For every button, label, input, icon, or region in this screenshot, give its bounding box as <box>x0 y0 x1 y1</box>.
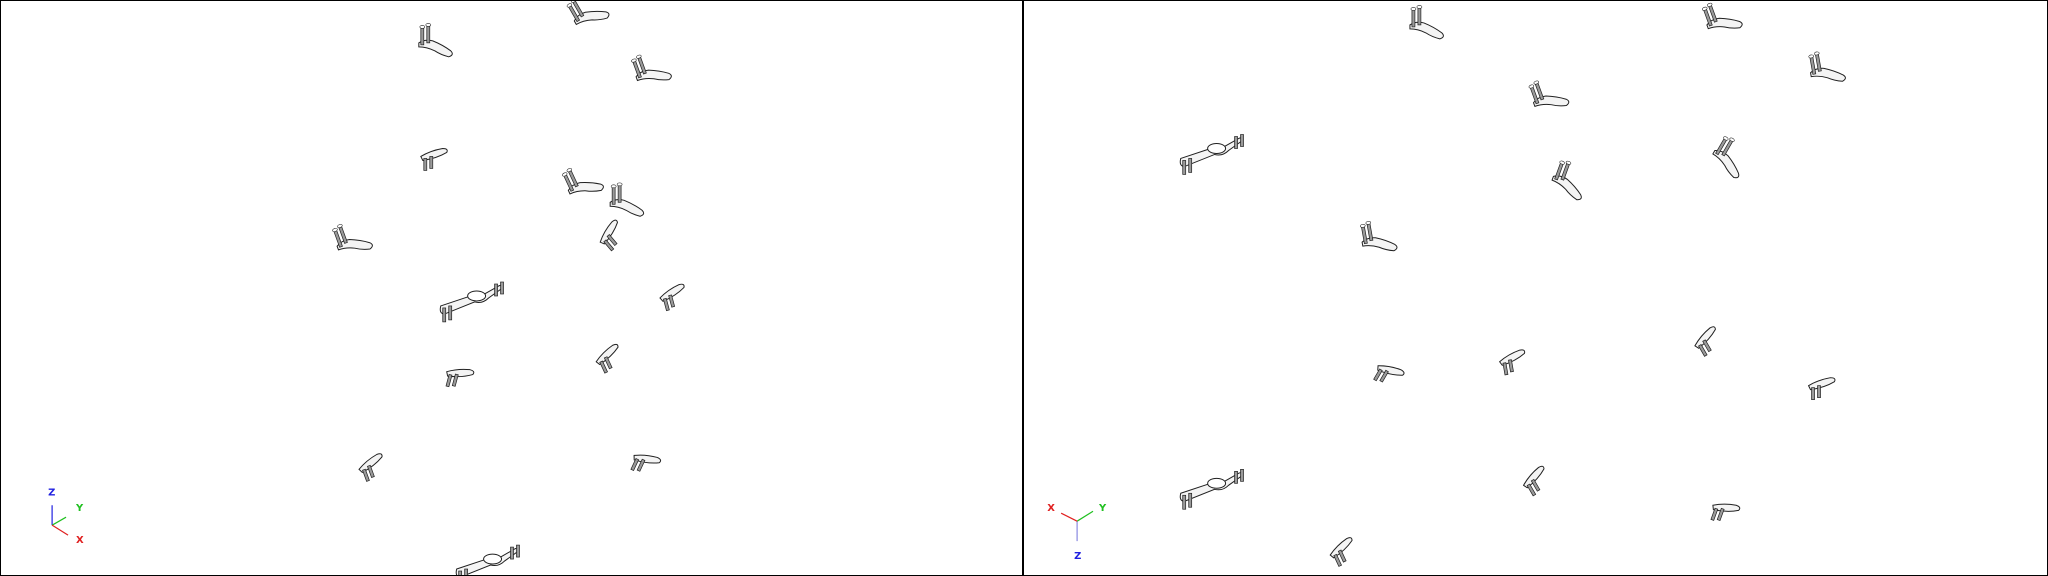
model-scene-right[interactable]: Z Y X <box>1024 1 2047 575</box>
part-model[interactable] <box>1808 377 1836 401</box>
part-model[interactable] <box>418 22 453 58</box>
viewport-right[interactable]: Z Y X <box>1024 1 2047 575</box>
part-model[interactable] <box>1179 468 1245 510</box>
part-model[interactable] <box>1358 216 1398 257</box>
part-model[interactable] <box>594 218 630 254</box>
part-model[interactable] <box>1409 4 1444 40</box>
part-model[interactable] <box>329 215 374 260</box>
part-model[interactable] <box>455 544 520 575</box>
part-model[interactable] <box>559 158 606 204</box>
part-model[interactable] <box>627 447 662 480</box>
x-axis-label: X <box>1047 503 1055 514</box>
part-model[interactable] <box>1326 536 1361 569</box>
z-axis-label: Z <box>1074 551 1081 562</box>
y-axis-label: Y <box>75 503 84 514</box>
part-model[interactable] <box>442 363 475 393</box>
part-model[interactable] <box>1548 157 1593 202</box>
y-axis-line <box>1076 510 1094 522</box>
x-axis-line <box>51 524 69 536</box>
model-scene-left[interactable]: Z Y X <box>1 1 1022 575</box>
part-model[interactable] <box>439 281 505 323</box>
part-model[interactable] <box>1526 72 1571 117</box>
part-model[interactable] <box>1699 1 1744 39</box>
part-model[interactable] <box>628 46 673 91</box>
z-axis-label: Z <box>48 487 55 498</box>
part-model[interactable] <box>1707 497 1741 528</box>
viewport-left[interactable]: Z Y X <box>1 1 1022 575</box>
part-model[interactable] <box>1370 358 1406 392</box>
part-model[interactable] <box>564 1 611 34</box>
part-model[interactable] <box>657 282 690 312</box>
part-model[interactable] <box>1179 134 1245 175</box>
viewport-divider[interactable] <box>1022 1 1024 575</box>
part-model[interactable] <box>1519 464 1554 498</box>
part-model[interactable] <box>592 342 627 375</box>
axis-triad: Z Y X <box>1047 503 1107 562</box>
y-axis-line <box>51 516 67 526</box>
x-axis-label: X <box>76 535 84 546</box>
y-axis-label: Y <box>1098 503 1107 514</box>
part-model[interactable] <box>609 182 645 217</box>
part-model[interactable] <box>1497 348 1529 376</box>
part-model[interactable] <box>355 452 390 483</box>
part-model[interactable] <box>1707 133 1755 180</box>
x-axis-line <box>1060 512 1078 522</box>
axis-triad: Z Y X <box>48 487 84 546</box>
part-model[interactable] <box>1806 47 1847 87</box>
part-model[interactable] <box>1690 325 1726 359</box>
part-model[interactable] <box>420 147 448 171</box>
